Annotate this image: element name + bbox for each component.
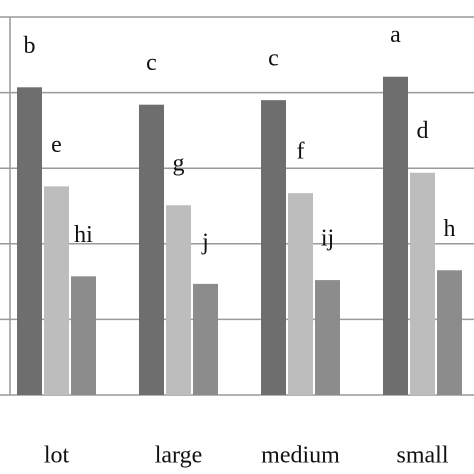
bar — [288, 193, 313, 395]
bar-annotation: j — [201, 229, 209, 255]
bar-annotation: e — [51, 132, 62, 158]
bar — [139, 104, 164, 396]
bar-annotation: ij — [321, 226, 334, 252]
x-tick-label: large — [155, 443, 203, 469]
bar — [410, 172, 435, 395]
bar — [383, 76, 408, 395]
bar-annotation: f — [297, 139, 305, 165]
bar-annotation: b — [24, 33, 36, 59]
bar — [44, 186, 69, 395]
x-tick-label: lot — [44, 443, 70, 469]
bar-annotation: c — [146, 50, 157, 76]
bar-annotation: g — [173, 151, 185, 177]
bar-annotation: a — [390, 22, 401, 48]
bar — [166, 205, 191, 395]
bar — [437, 270, 462, 395]
x-tick-label: small — [397, 443, 449, 469]
x-tick-label: medium — [261, 443, 340, 469]
bar — [71, 276, 96, 395]
bar — [17, 87, 42, 396]
bar-annotation: hi — [74, 222, 93, 248]
bar-annotation: h — [444, 216, 456, 242]
bar-annotation: c — [268, 46, 279, 72]
bar — [193, 283, 218, 395]
bar-annotation: d — [417, 118, 429, 144]
bar — [261, 100, 286, 395]
bar — [315, 280, 340, 395]
